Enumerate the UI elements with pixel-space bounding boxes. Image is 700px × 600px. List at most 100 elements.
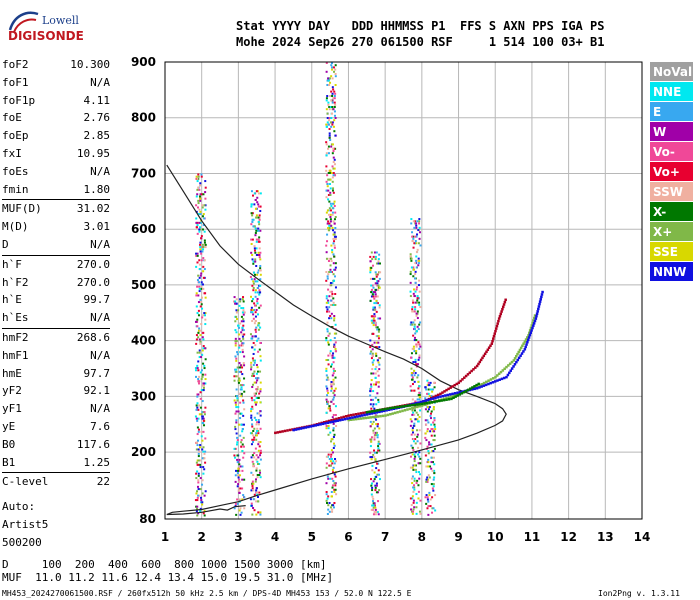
echo-dot (196, 224, 199, 227)
echo-dot (419, 442, 422, 445)
echo-dot (416, 418, 419, 421)
echo-dot (234, 474, 237, 477)
echo-dot (329, 304, 332, 306)
echo-dot (251, 346, 254, 349)
echo-dot (418, 398, 421, 401)
echo-dot (198, 290, 201, 293)
echo-dot (257, 220, 260, 223)
echo-dot (196, 444, 199, 447)
param-value: N/A (90, 164, 110, 178)
echo-dot (254, 344, 257, 347)
param-value: N/A (90, 75, 110, 89)
echo-dot (204, 243, 207, 246)
echo-dot (372, 363, 375, 366)
legend-swatch (650, 182, 693, 201)
echo-dot (419, 321, 422, 324)
echo-dot (204, 347, 207, 350)
echo-dot (235, 302, 238, 305)
trace-dot (435, 400, 439, 403)
echo-dot (195, 195, 198, 198)
echo-dot (334, 84, 337, 86)
echo-dot (241, 326, 244, 329)
param-row: foF1p 4.11 (2, 92, 110, 110)
echo-dot (333, 101, 336, 104)
echo-dot (333, 222, 336, 225)
echo-dot (427, 461, 430, 464)
echo-dot (433, 463, 436, 466)
echo-dot (371, 321, 374, 324)
echo-dot (199, 466, 202, 469)
echo-dot (252, 363, 255, 366)
echo-dot (411, 231, 414, 234)
echo-dot (325, 482, 328, 485)
trace-dot (528, 329, 532, 332)
echo-dot (372, 383, 375, 386)
echo-dot (372, 264, 375, 267)
trace-dot (526, 340, 529, 344)
echo-dot (424, 496, 427, 499)
trace-dot (507, 364, 510, 367)
echo-dot (426, 384, 429, 387)
param-name: D (2, 237, 9, 251)
echo-dot (258, 284, 261, 287)
echo-dot (419, 512, 422, 515)
echo-dot (413, 277, 416, 280)
echo-dot (257, 449, 260, 452)
echo-dot (378, 262, 381, 265)
echo-dot (373, 502, 376, 505)
echo-dot (237, 379, 240, 382)
echo-dot (429, 388, 432, 391)
echo-dot (373, 277, 376, 280)
echo-dot (426, 445, 429, 448)
echo-dot (419, 396, 422, 399)
echo-dot (376, 280, 379, 283)
echo-dot (374, 506, 377, 509)
x-tick-label: 6 (344, 530, 352, 544)
echo-dot (431, 450, 434, 453)
echo-dot (331, 211, 334, 214)
trace-dot (497, 319, 500, 323)
echo-dot (239, 364, 242, 367)
trace-dot (478, 384, 481, 387)
trace-dot (478, 386, 481, 389)
trace-dot (475, 385, 479, 388)
echo-dot (256, 493, 259, 496)
echo-dot (236, 397, 239, 400)
trace-dot (436, 393, 440, 397)
echo-dot (374, 414, 377, 417)
echo-dot (412, 510, 415, 513)
echo-dot (332, 167, 335, 170)
param-name: foF1 (2, 75, 29, 89)
trace-dot (437, 399, 441, 403)
echo-dot (241, 428, 244, 431)
echo-dot (334, 174, 337, 177)
echo-dot (372, 308, 375, 311)
echo-dot (327, 392, 330, 394)
echo-dot (241, 450, 244, 453)
trace-dot (513, 363, 517, 366)
param-row: D N/A (2, 236, 110, 254)
echo-dot (236, 454, 239, 457)
echo-dot (329, 271, 332, 273)
echo-dot (326, 95, 329, 97)
param-value: N/A (90, 348, 110, 362)
echo-dot (258, 392, 261, 395)
x-tick-label: 7 (381, 530, 389, 544)
echo-dot (249, 333, 252, 336)
echo-dot (237, 410, 240, 413)
echo-dot (251, 214, 254, 217)
echo-dot (419, 473, 422, 476)
echo-dot (238, 333, 241, 336)
trace-dot (374, 415, 377, 419)
echo-dot (258, 218, 261, 221)
echo-dot (242, 342, 245, 345)
echo-dot (325, 306, 328, 309)
echo-dot (334, 376, 337, 379)
echo-dot (196, 496, 199, 499)
echo-dot (370, 350, 373, 353)
echo-dot (243, 408, 246, 411)
echo-dot (373, 511, 376, 514)
echo-dot (418, 429, 421, 432)
echo-dot (238, 478, 241, 481)
trace-dot (497, 372, 501, 376)
